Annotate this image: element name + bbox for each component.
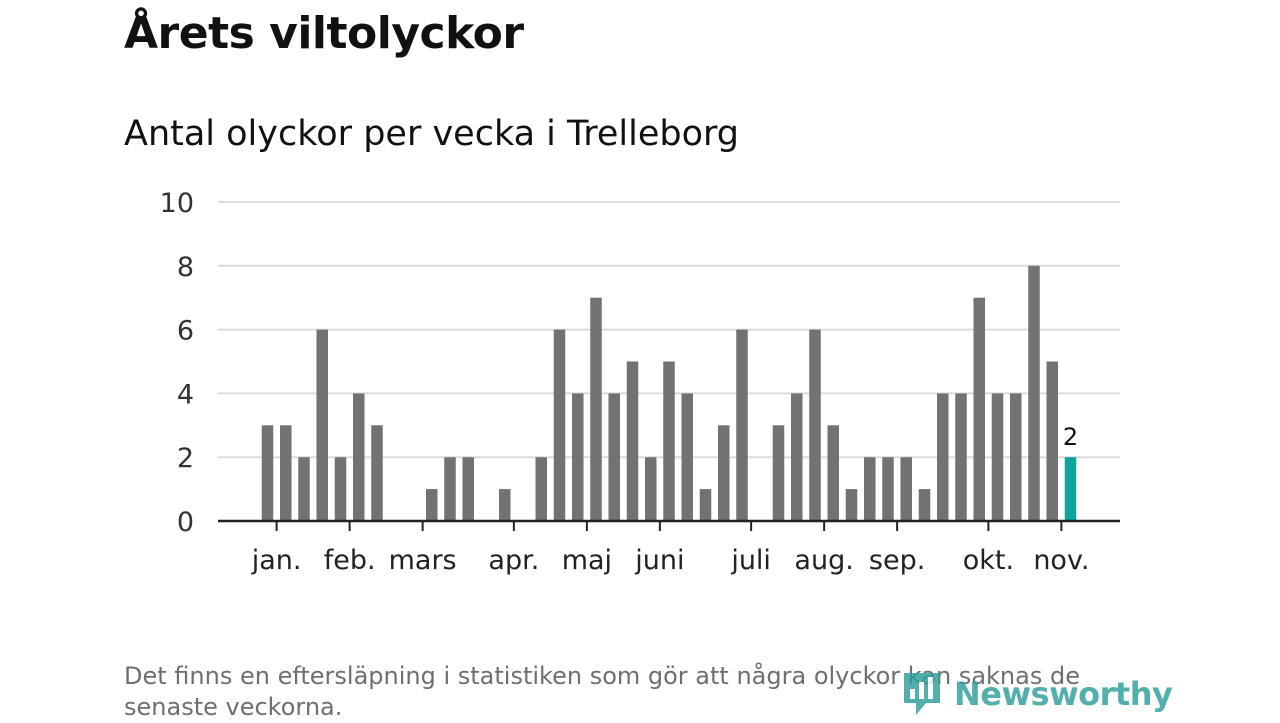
x-tick-label: jan. bbox=[251, 545, 302, 576]
bar bbox=[353, 393, 365, 521]
bar bbox=[699, 489, 712, 521]
bar bbox=[371, 425, 383, 521]
bar bbox=[736, 329, 748, 521]
bar bbox=[809, 329, 821, 521]
x-tick-label: maj bbox=[562, 545, 612, 576]
bar bbox=[590, 297, 602, 521]
x-tick-label: feb. bbox=[324, 545, 376, 576]
x-tick-label: sep. bbox=[869, 545, 925, 576]
bar bbox=[426, 489, 438, 521]
bar bbox=[827, 425, 839, 521]
bar bbox=[334, 457, 347, 521]
bar bbox=[791, 393, 803, 521]
x-tick-label: juni bbox=[634, 545, 684, 576]
bar bbox=[973, 297, 985, 521]
bar bbox=[882, 457, 894, 521]
chart-subtitle: Antal olyckor per vecka i Trelleborg bbox=[124, 114, 740, 154]
bar bbox=[553, 329, 566, 521]
x-tick-label: apr. bbox=[488, 545, 539, 576]
bar bbox=[261, 425, 274, 521]
x-tick-label: juli bbox=[730, 545, 771, 576]
bar bbox=[991, 393, 1004, 521]
newsworthy-logo: Newsworthy bbox=[900, 668, 1173, 720]
y-tick-label: 2 bbox=[177, 443, 194, 474]
bar bbox=[918, 489, 931, 521]
x-tick-label: okt. bbox=[963, 545, 1014, 576]
bar bbox=[900, 457, 912, 521]
bar bbox=[535, 457, 547, 521]
bar bbox=[444, 457, 456, 521]
chart-title: Årets viltolyckor bbox=[124, 8, 524, 59]
bar bbox=[1028, 265, 1040, 521]
x-tick-label: nov. bbox=[1033, 545, 1089, 576]
bar bbox=[280, 425, 292, 521]
x-tick-label: mars bbox=[389, 545, 457, 576]
bar bbox=[772, 425, 785, 521]
bar bbox=[663, 361, 675, 521]
bar bbox=[1010, 393, 1022, 521]
bar bbox=[499, 489, 511, 521]
newsworthy-logo-icon bbox=[904, 673, 940, 715]
bar-highlight bbox=[1064, 457, 1077, 521]
bar bbox=[845, 489, 858, 521]
y-tick-label: 10 bbox=[160, 188, 194, 219]
bar bbox=[864, 457, 876, 521]
bar bbox=[572, 393, 584, 521]
bar bbox=[645, 457, 657, 521]
bar bbox=[718, 425, 730, 521]
bar bbox=[937, 393, 949, 521]
y-tick-label: 0 bbox=[177, 507, 194, 538]
newsworthy-logo-text: Newsworthy bbox=[954, 675, 1173, 713]
bar bbox=[681, 393, 693, 521]
bar bbox=[1046, 361, 1058, 521]
bar bbox=[462, 457, 474, 521]
x-tick-label: aug. bbox=[794, 545, 853, 576]
y-tick-label: 6 bbox=[177, 316, 194, 347]
y-tick-label: 4 bbox=[177, 379, 194, 410]
bar bbox=[626, 361, 639, 521]
bar bbox=[298, 457, 310, 521]
data-label: 2 bbox=[1063, 423, 1078, 451]
bar bbox=[608, 393, 620, 521]
bar-chart: 0 2 4 6 8 10 2 jan. feb. mars apr. maj juni juli aug. s… bbox=[160, 188, 1120, 576]
bar bbox=[316, 329, 328, 521]
y-tick-label: 8 bbox=[177, 252, 194, 283]
bar bbox=[955, 393, 967, 521]
